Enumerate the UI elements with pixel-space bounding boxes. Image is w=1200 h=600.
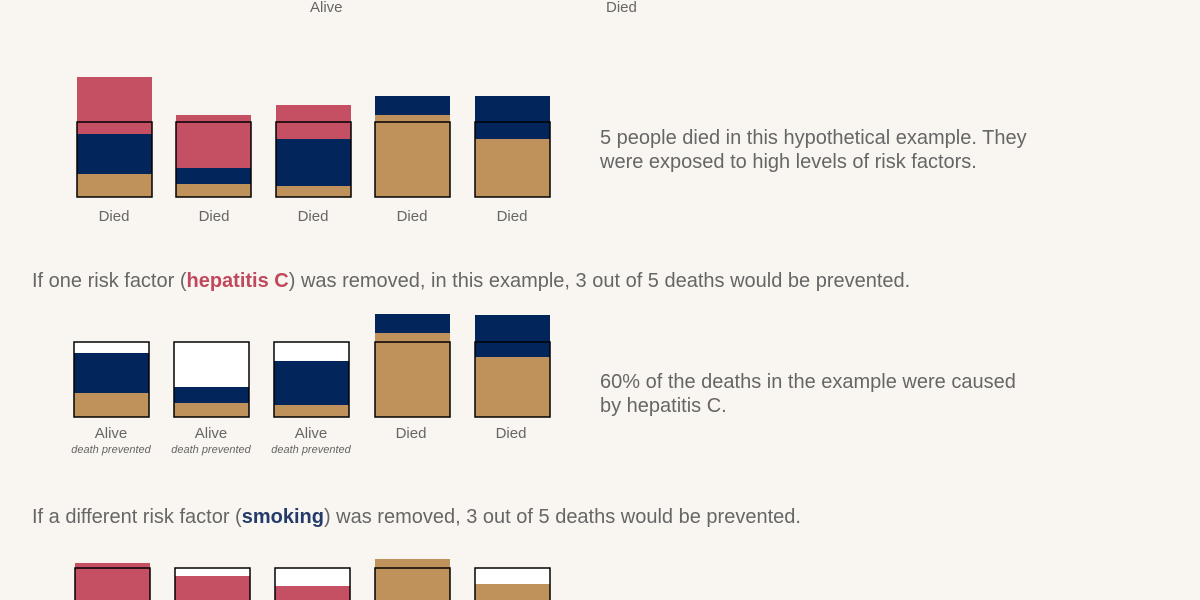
section2-description: 60% of the deaths in the example were ca… xyxy=(600,371,1016,417)
section1-label-2: Died xyxy=(198,208,230,225)
threshold-box xyxy=(474,121,551,198)
threshold-box xyxy=(173,341,250,418)
section2-person-3 xyxy=(273,341,350,418)
threshold-box xyxy=(274,567,351,600)
section3-person-3 xyxy=(274,567,351,600)
threshold-box xyxy=(273,341,350,418)
section2-label-3: Alive xyxy=(294,425,328,442)
threshold-box xyxy=(76,121,153,198)
other-segment xyxy=(274,405,349,417)
threshold-box xyxy=(374,121,451,198)
section2-sublabel-2: death prevented xyxy=(171,444,251,456)
smoking-segment xyxy=(176,168,251,184)
other-segment xyxy=(475,584,550,600)
smoking-highlight: smoking xyxy=(241,506,324,528)
section1-label-5: Died xyxy=(496,208,528,225)
section3-person-1 xyxy=(74,563,151,600)
smoking-segment xyxy=(375,314,450,333)
section2-person-1 xyxy=(73,341,150,418)
section2-person-4 xyxy=(374,314,451,418)
section3-bars xyxy=(74,559,551,600)
section1-bars xyxy=(76,77,551,198)
section2-person-2 xyxy=(173,341,250,418)
sentence-smoking: If a different risk factor (smoking) was… xyxy=(32,506,801,529)
threshold-box xyxy=(175,121,252,198)
smoking-segment xyxy=(174,387,249,403)
threshold-box xyxy=(374,341,451,418)
section2-sublabel-1: death prevented xyxy=(71,444,151,456)
smoking-segment xyxy=(276,139,351,186)
threshold-box xyxy=(474,567,551,600)
section2-label-5: Died xyxy=(495,425,527,442)
threshold-box xyxy=(474,341,551,418)
section1-person-3 xyxy=(275,105,352,198)
smoking-segment xyxy=(475,96,550,139)
section1-person-4 xyxy=(374,96,451,198)
other-segment xyxy=(375,559,450,600)
sentence-hepatitis-after: ) was removed, in this example, 3 out of… xyxy=(288,270,911,292)
threshold-box xyxy=(174,567,251,600)
section2-sublabel-3: death prevented xyxy=(271,444,351,456)
threshold-box xyxy=(73,341,150,418)
section2-bars xyxy=(73,314,551,418)
other-segment xyxy=(375,115,450,197)
top-label-died: Died xyxy=(606,0,637,16)
other-segment xyxy=(176,184,251,197)
section1-person-2 xyxy=(175,115,252,198)
other-segment xyxy=(174,403,249,417)
hepatitis-segment xyxy=(77,77,152,134)
other-segment xyxy=(475,139,550,197)
smoking-segment xyxy=(274,361,349,405)
other-segment xyxy=(74,393,149,417)
hepatitis-highlight: hepatitis C xyxy=(186,270,289,292)
sentence-hepatitis-before: If one risk factor ( xyxy=(32,270,187,292)
section1-label-4: Died xyxy=(396,208,428,225)
threshold-box xyxy=(374,567,451,600)
threshold-box xyxy=(74,567,151,600)
hepatitis-segment xyxy=(175,576,250,600)
smoking-segment xyxy=(375,96,450,115)
hepatitis-segment xyxy=(275,586,350,600)
section3-person-5 xyxy=(474,567,551,600)
top-label-alive: Alive xyxy=(310,0,343,16)
threshold-box xyxy=(275,121,352,198)
sentence-smoking-before: If a different risk factor ( xyxy=(32,506,242,528)
section3-person-2 xyxy=(174,567,251,600)
hepatitis-segment xyxy=(176,115,251,168)
sentence-smoking-after: ) was removed, 3 out of 5 deaths would b… xyxy=(323,506,801,528)
other-segment xyxy=(375,333,450,417)
other-segment xyxy=(475,357,550,417)
section1-label-3: Died xyxy=(297,208,329,225)
other-segment xyxy=(276,186,351,197)
section2-label-2: Alive xyxy=(194,425,228,442)
other-segment xyxy=(77,174,152,197)
hepatitis-segment xyxy=(75,563,150,600)
section3-person-4 xyxy=(374,559,451,600)
section1-label-1: Died xyxy=(98,208,130,225)
smoking-segment xyxy=(475,315,550,357)
section2-label-1: Alive xyxy=(94,425,128,442)
section1-person-5 xyxy=(474,96,551,198)
section1-description: 5 people died in this hypothetical examp… xyxy=(600,127,1027,173)
section2-label-4: Died xyxy=(395,425,427,442)
smoking-segment xyxy=(74,353,149,393)
sentence-hepatitis: If one risk factor (hepatitis C) was rem… xyxy=(32,270,910,293)
smoking-segment xyxy=(77,134,152,174)
section2-person-5 xyxy=(474,315,551,418)
section1-person-1 xyxy=(76,77,153,198)
